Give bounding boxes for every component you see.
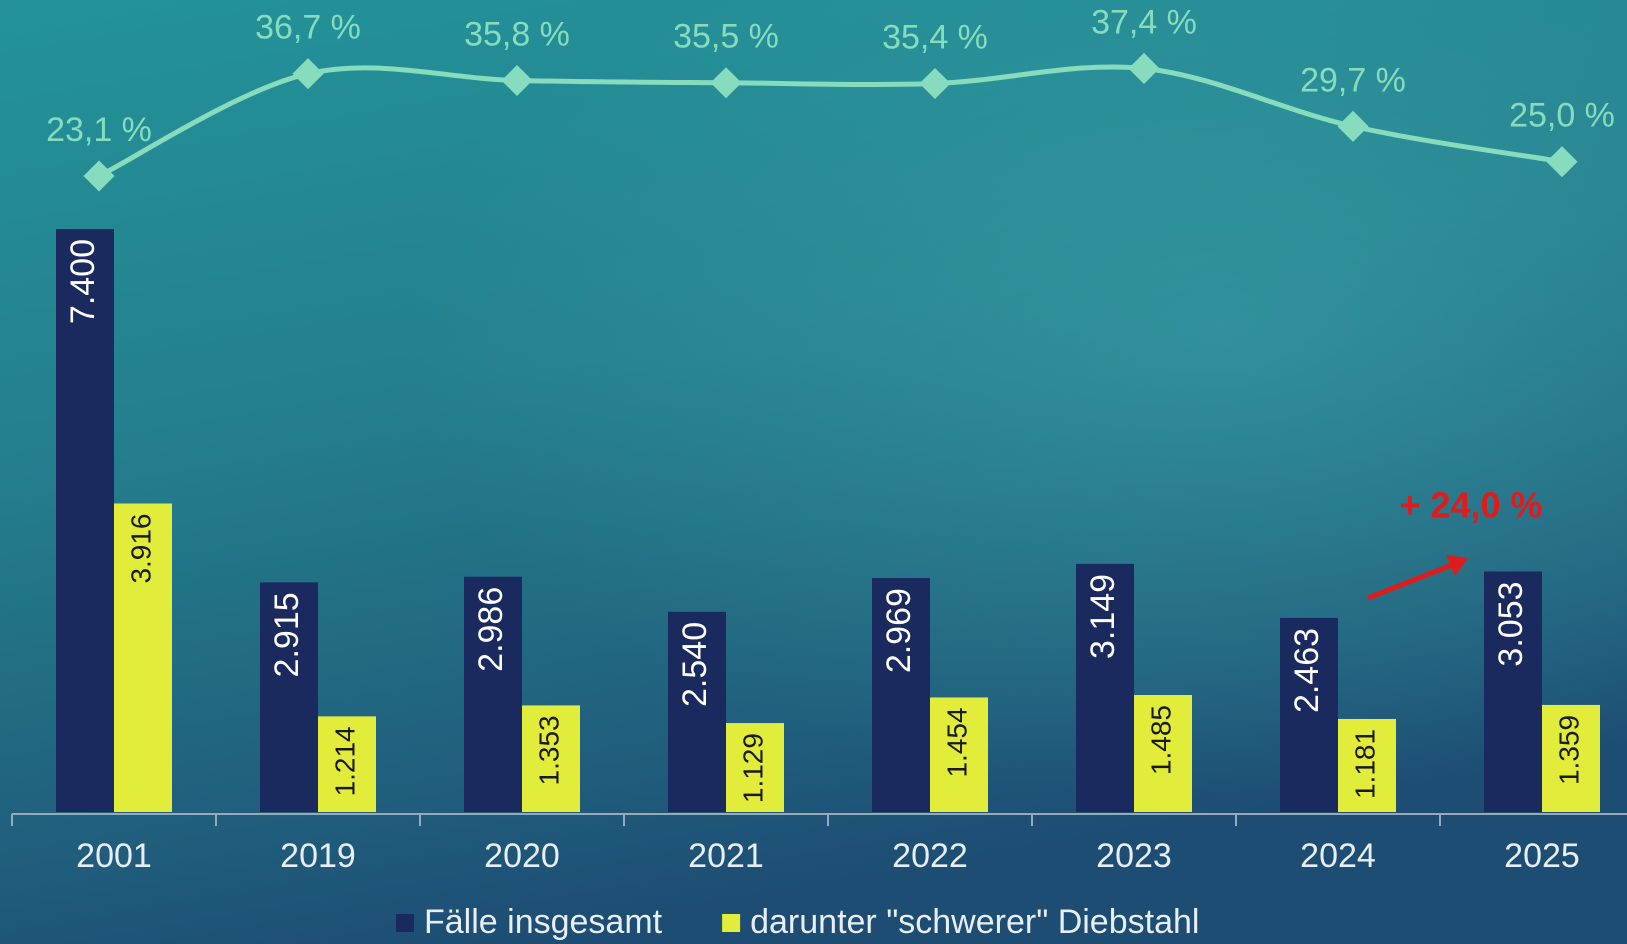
bar-value-label: 1.454 xyxy=(941,707,972,777)
bar-value-label: 2.915 xyxy=(268,592,306,677)
bar-value-label: 2.463 xyxy=(1288,628,1326,713)
line-value-label: 25,0 % xyxy=(1509,97,1615,135)
legend-label: Fälle insgesamt xyxy=(424,903,663,941)
bar-value-label: 3.916 xyxy=(125,513,156,583)
line-value-label: 29,7 % xyxy=(1300,61,1406,99)
page: 2001 2019 2020 2021 2022 2023 2024 2025 7.400 2.9… xyxy=(0,0,1627,944)
bar-value-label: 7.400 xyxy=(64,239,102,324)
chart: 2001 2019 2020 2021 2022 2023 2024 2025 7.400 2.9… xyxy=(0,0,1627,944)
x-tick-label: 2001 xyxy=(76,837,152,875)
bar-value-label: 1.485 xyxy=(1145,705,1176,775)
line-value-label: 36,7 % xyxy=(255,9,361,47)
bar-value-label: 2.969 xyxy=(880,588,918,673)
x-tick-label: 2023 xyxy=(1096,837,1172,875)
bar-value-label: 1.214 xyxy=(329,726,360,796)
bar-value-label: 1.129 xyxy=(737,733,768,803)
legend-swatch xyxy=(722,914,740,932)
bar-value-label: 2.540 xyxy=(676,622,714,707)
line-value-label: 37,4 % xyxy=(1091,3,1197,41)
x-tick-label: 2025 xyxy=(1504,837,1580,875)
x-tick-label: 2020 xyxy=(484,837,560,875)
x-tick-label: 2021 xyxy=(688,837,764,875)
annotation: + 24,0 % xyxy=(1399,485,1542,526)
bar-value-label: 1.353 xyxy=(533,715,564,785)
line-value-label: 35,8 % xyxy=(464,15,570,53)
bar-value-label: 3.053 xyxy=(1492,581,1530,666)
legend-label: darunter "schwerer" Diebstahl xyxy=(750,903,1199,941)
x-tick-label: 2019 xyxy=(280,837,356,875)
x-tick-label: 2024 xyxy=(1300,837,1376,875)
bar-value-label: 1.359 xyxy=(1553,715,1584,785)
bar-value-label: 3.149 xyxy=(1084,574,1122,659)
line-value-label: 23,1 % xyxy=(46,111,152,149)
bar-value-label: 1.181 xyxy=(1349,729,1380,799)
bar-value-label: 2.986 xyxy=(472,587,510,672)
legend-swatch xyxy=(396,914,414,932)
line-value-label: 35,5 % xyxy=(673,18,779,56)
line-value-label: 35,4 % xyxy=(882,18,988,56)
x-tick-label: 2022 xyxy=(892,837,968,875)
